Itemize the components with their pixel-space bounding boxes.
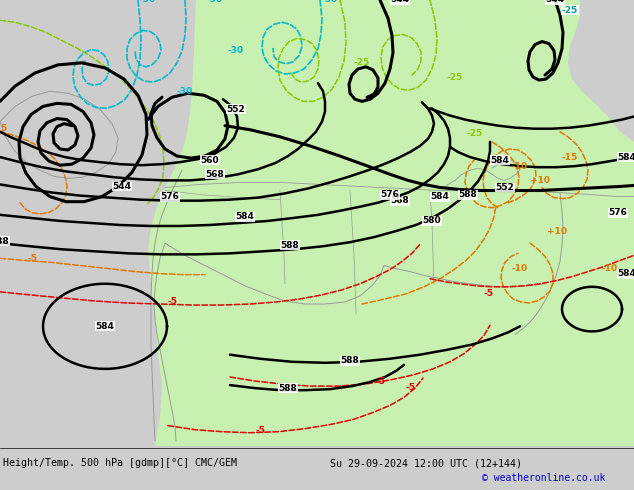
Text: 552: 552 <box>496 183 514 192</box>
Text: +10: +10 <box>547 226 567 236</box>
Text: -25: -25 <box>562 5 578 15</box>
Text: -30: -30 <box>177 87 193 96</box>
Text: -5: -5 <box>255 426 265 435</box>
Text: 584: 584 <box>618 269 634 278</box>
Text: 584: 584 <box>618 152 634 162</box>
Text: -25: -25 <box>447 73 463 81</box>
Text: -5: -5 <box>375 376 385 386</box>
Text: 588: 588 <box>281 241 299 250</box>
Text: 580: 580 <box>423 217 441 225</box>
Polygon shape <box>568 0 634 142</box>
Text: 584: 584 <box>430 192 450 201</box>
Text: 568: 568 <box>391 196 410 205</box>
Text: -10: -10 <box>512 162 528 171</box>
Text: -5: -5 <box>405 383 415 392</box>
Text: -30: -30 <box>207 0 223 4</box>
Text: 576: 576 <box>380 190 399 199</box>
Text: -15: -15 <box>562 152 578 162</box>
Text: 568: 568 <box>205 170 224 179</box>
Text: © weatheronline.co.uk: © weatheronline.co.uk <box>482 473 605 483</box>
Text: 552: 552 <box>226 105 245 114</box>
Text: -10: -10 <box>512 264 528 273</box>
Text: -30: -30 <box>140 0 156 4</box>
Text: Su 29-09-2024 12:00 UTC (12+144): Su 29-09-2024 12:00 UTC (12+144) <box>330 458 522 468</box>
Text: 544: 544 <box>545 0 564 4</box>
Text: +10: +10 <box>530 176 550 185</box>
Text: 584: 584 <box>491 156 510 165</box>
Polygon shape <box>0 182 155 446</box>
Text: -5: -5 <box>27 254 37 263</box>
Text: -30: -30 <box>322 0 338 4</box>
Text: 588: 588 <box>0 237 10 245</box>
Text: Height/Temp. 500 hPa [gdmp][°C] CMC/GEM: Height/Temp. 500 hPa [gdmp][°C] CMC/GEM <box>3 458 237 468</box>
Text: 584: 584 <box>236 212 254 221</box>
Text: -25: -25 <box>467 129 483 138</box>
Text: 544: 544 <box>391 0 410 4</box>
Text: 560: 560 <box>201 156 219 165</box>
Text: 544: 544 <box>112 182 131 191</box>
Text: 588: 588 <box>278 384 297 392</box>
Text: 588: 588 <box>458 190 477 199</box>
Polygon shape <box>148 0 634 446</box>
Text: -30: -30 <box>228 46 244 55</box>
Text: -5: -5 <box>483 290 493 298</box>
Text: -25: -25 <box>354 58 370 67</box>
Text: 576: 576 <box>609 208 628 218</box>
Text: -5: -5 <box>167 297 177 307</box>
Text: 576: 576 <box>160 192 179 201</box>
Text: 584: 584 <box>96 322 115 331</box>
Text: -15: -15 <box>0 124 8 133</box>
Text: -10: -10 <box>602 264 618 273</box>
Text: 588: 588 <box>340 356 359 365</box>
